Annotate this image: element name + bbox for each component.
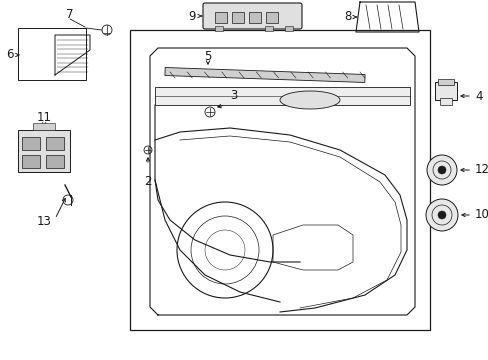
Bar [265, 12, 278, 23]
Text: 13: 13 [37, 216, 51, 229]
Text: 6: 6 [6, 49, 14, 62]
Bar [215, 12, 226, 23]
Text: 1: 1 [264, 15, 271, 28]
Text: 12: 12 [474, 163, 488, 176]
Text: 3: 3 [229, 89, 237, 102]
Bar [439, 98, 451, 105]
Bar [164, 68, 365, 82]
Circle shape [437, 211, 445, 219]
Circle shape [426, 155, 456, 185]
Bar [264, 26, 272, 31]
Text: 5: 5 [204, 49, 211, 63]
Bar [285, 26, 292, 31]
Text: 9: 9 [188, 9, 196, 22]
Bar [33, 123, 55, 130]
Bar [130, 30, 429, 330]
Bar [22, 137, 40, 150]
Bar [46, 137, 64, 150]
Bar [18, 130, 70, 172]
Bar [18, 28, 86, 80]
Bar [215, 26, 223, 31]
Text: 4: 4 [474, 90, 482, 103]
FancyBboxPatch shape [203, 3, 302, 29]
Circle shape [437, 166, 445, 174]
Bar [437, 79, 453, 85]
Text: 2: 2 [144, 175, 151, 188]
Bar [434, 82, 456, 100]
Ellipse shape [280, 91, 339, 109]
Bar [155, 87, 409, 105]
Circle shape [425, 199, 457, 231]
Bar [22, 155, 40, 168]
Text: 7: 7 [66, 9, 74, 22]
Bar [248, 12, 261, 23]
Text: 10: 10 [474, 208, 488, 221]
Bar [46, 155, 64, 168]
Bar [231, 12, 244, 23]
Text: 8: 8 [344, 10, 351, 23]
Text: 11: 11 [37, 112, 51, 125]
